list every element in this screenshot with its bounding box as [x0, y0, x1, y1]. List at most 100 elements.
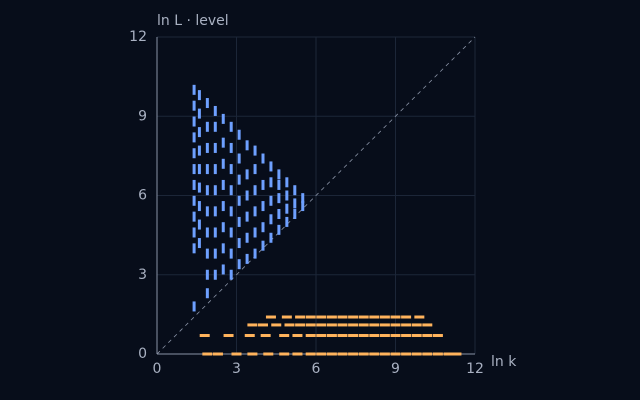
point	[316, 334, 327, 338]
point	[231, 352, 242, 356]
point	[253, 248, 257, 259]
point	[269, 177, 273, 188]
point	[205, 142, 209, 153]
point	[279, 352, 290, 356]
point	[401, 323, 412, 327]
y-tick-label: 3	[138, 267, 147, 283]
point	[192, 195, 196, 206]
point	[265, 315, 276, 319]
point	[269, 195, 273, 206]
point	[213, 227, 217, 238]
point	[422, 352, 433, 356]
point	[401, 352, 412, 356]
point	[261, 179, 265, 190]
point	[269, 214, 273, 225]
point	[213, 164, 217, 175]
point	[197, 164, 201, 175]
point	[205, 164, 209, 175]
point	[244, 334, 255, 338]
point	[221, 222, 225, 233]
x-tick-label: 0	[153, 361, 162, 377]
point	[197, 182, 201, 193]
point	[253, 145, 257, 156]
point	[285, 216, 289, 227]
point	[229, 248, 233, 259]
point	[192, 100, 196, 111]
point	[414, 315, 425, 319]
point	[221, 264, 225, 275]
point	[390, 315, 401, 319]
point	[269, 232, 273, 243]
point	[221, 158, 225, 169]
point	[279, 334, 290, 338]
point	[205, 227, 209, 238]
point	[192, 227, 196, 238]
point	[277, 179, 281, 190]
point	[213, 185, 217, 196]
point	[192, 164, 196, 175]
point	[229, 206, 233, 217]
point	[369, 352, 380, 356]
point	[199, 334, 210, 338]
point	[247, 323, 258, 327]
point	[213, 248, 217, 259]
point	[301, 193, 305, 204]
point	[229, 164, 233, 175]
point	[295, 323, 306, 327]
point	[253, 185, 257, 196]
point	[422, 323, 433, 327]
point	[202, 352, 213, 356]
point	[348, 352, 359, 356]
point	[192, 243, 196, 254]
point	[305, 315, 316, 319]
point	[253, 227, 257, 238]
point	[237, 153, 241, 164]
point	[277, 193, 281, 204]
point	[245, 211, 249, 222]
point	[261, 222, 265, 233]
point	[192, 132, 196, 143]
y-tick-label: 6	[138, 188, 147, 204]
point	[337, 352, 348, 356]
point	[213, 105, 217, 116]
point	[221, 137, 225, 148]
point	[237, 259, 241, 270]
point	[285, 203, 289, 214]
point	[192, 179, 196, 190]
x-tick-label: 6	[312, 361, 321, 377]
point	[337, 323, 348, 327]
point	[301, 201, 305, 212]
point	[390, 323, 401, 327]
point	[237, 174, 241, 185]
point	[223, 334, 234, 338]
point	[197, 145, 201, 156]
point	[369, 323, 380, 327]
point	[205, 185, 209, 196]
point	[197, 127, 201, 138]
point	[358, 315, 369, 319]
point	[192, 211, 196, 222]
point	[277, 224, 281, 235]
point	[316, 352, 327, 356]
point	[411, 323, 422, 327]
point	[295, 315, 306, 319]
point	[401, 315, 412, 319]
point	[305, 334, 316, 338]
point	[212, 352, 223, 356]
point	[401, 334, 412, 338]
point	[245, 232, 249, 243]
point	[432, 334, 443, 338]
point	[422, 334, 433, 338]
point	[197, 108, 201, 119]
x-tick-label: 3	[232, 361, 241, 377]
point	[197, 219, 201, 230]
point	[205, 288, 209, 299]
point	[237, 216, 241, 227]
x-tick-label: 12	[466, 361, 484, 377]
point	[245, 169, 249, 180]
point	[245, 253, 249, 264]
point	[369, 334, 380, 338]
point	[192, 148, 196, 159]
point	[379, 352, 390, 356]
point	[205, 269, 209, 280]
